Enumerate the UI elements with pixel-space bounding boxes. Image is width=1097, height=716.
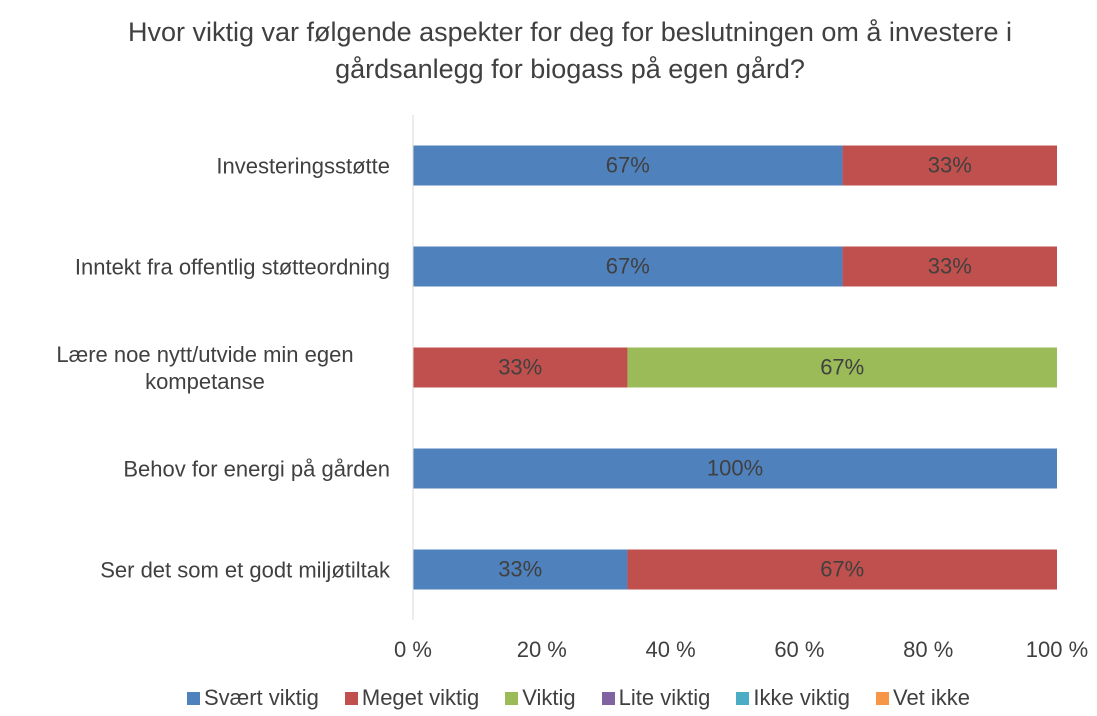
bar-segment (413, 448, 1057, 489)
data-label: 100% (707, 455, 763, 480)
bar-segment (842, 145, 1057, 186)
data-label: 33% (928, 152, 972, 177)
data-label: 67% (606, 152, 650, 177)
legend: Svært viktig Meget viktig Viktig Lite vikti… (0, 685, 1097, 711)
legend-label: Meget viktig (361, 685, 480, 710)
data-label: 67% (820, 354, 864, 379)
bar-segment (627, 549, 1057, 590)
y-tick-label: Lære noe nytt/utvide min egen kompetanse (56, 341, 354, 394)
bar-segment (842, 246, 1057, 287)
bar-segment (413, 246, 843, 287)
data-label: 67% (606, 253, 650, 278)
bar-segment (413, 347, 628, 388)
legend-swatch (601, 691, 615, 705)
legend-label: Ikke viktig (753, 685, 850, 710)
data-label: 33% (498, 556, 542, 581)
legend-item: Svært viktig (186, 685, 319, 711)
bar-segment (627, 347, 1057, 388)
legend-item: Vet ikke (875, 685, 971, 711)
chart-title: Hvor viktig var følgende aspekter for de… (128, 17, 1012, 84)
legend-swatch (736, 691, 750, 705)
legend-label: Viktig (522, 685, 576, 710)
legend-item: Meget viktig (344, 685, 480, 711)
legend-label: Lite viktig (618, 685, 711, 710)
y-tick-label: Investeringsstøtte (216, 153, 390, 178)
bar-segment (413, 145, 843, 186)
data-label: 33% (928, 253, 972, 278)
legend-swatch (505, 691, 519, 705)
bar-segment (413, 549, 628, 590)
x-tick-label: 0 % (394, 637, 432, 662)
legend-swatch (875, 691, 889, 705)
y-tick-label: Ser det som et godt miljøtiltak (100, 557, 390, 582)
legend-swatch (186, 691, 200, 705)
x-tick-label: 40 % (646, 637, 696, 662)
x-tick-label: 100 % (1026, 637, 1088, 662)
y-tick-label: Inntekt fra offentlig støtteordning (74, 254, 390, 279)
legend-item: Ikke viktig (736, 685, 850, 711)
legend-item: Viktig (505, 685, 576, 711)
legend-label: Vet ikke (892, 685, 971, 710)
legend-item: Lite viktig (601, 685, 711, 711)
x-tick-label: 80 % (903, 637, 953, 662)
data-label: 33% (498, 354, 542, 379)
legend-swatch (344, 691, 358, 705)
x-tick-label: 20 % (517, 637, 567, 662)
data-label: 67% (820, 556, 864, 581)
title-box: Hvor viktig var følgende aspekter for de… (0, 14, 1097, 88)
legend-label: Svært viktig (203, 685, 319, 710)
y-tick-label: Behov for energi på gården (123, 456, 390, 481)
x-tick-label: 60 % (774, 637, 824, 662)
